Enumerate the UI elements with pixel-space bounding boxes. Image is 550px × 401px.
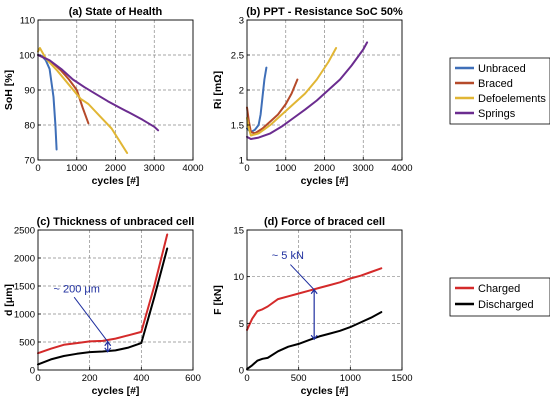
series-line-charged	[37, 233, 169, 355]
series-line-charged	[246, 267, 383, 331]
x-axis-label: cycles [#]	[301, 175, 349, 187]
x-tick-label: 0	[244, 163, 249, 174]
y-tick-label: 0	[30, 366, 35, 377]
y-tick-label: 100	[19, 51, 35, 62]
y-axis-label: Ri [mΩ]	[212, 71, 224, 109]
legend-label: Defoelements	[478, 93, 546, 105]
chart-title: (b) PPT - Resistance SoC 50%	[246, 6, 403, 18]
y-tick-label: 500	[19, 338, 35, 349]
x-tick-label: 0	[35, 163, 40, 174]
series-line-braced	[246, 78, 299, 135]
x-tick-label: 3000	[353, 163, 374, 174]
annotation-label: ~ 5 kN	[272, 250, 304, 262]
legend-0: Unbraced Braced Defoelements Springs	[449, 57, 550, 125]
y-tick-label: 70	[24, 156, 35, 167]
x-tick-label: 4000	[182, 163, 203, 174]
y-tick-label: 90	[24, 86, 35, 97]
chart-title: (c) Thickness of unbraced cell	[37, 216, 195, 228]
x-tick-label: 0	[244, 373, 249, 384]
series-line-discharged	[246, 311, 383, 371]
series-line-braced	[37, 54, 90, 125]
chart-panel-2: 0 200 400 600 0 500 1000 1500 2000 2500(c) Thickn…	[3, 216, 201, 397]
series-line-defoelements	[37, 47, 129, 154]
y-tick-label: 1000	[14, 310, 35, 321]
y-tick-label: 5	[239, 319, 244, 330]
series-line-discharged	[37, 247, 169, 366]
legend-box	[449, 277, 550, 317]
chart-title: (a) State of Health	[69, 6, 163, 18]
x-tick-label: 0	[35, 373, 40, 384]
chart-title: (d) Force of braced cell	[264, 216, 385, 228]
x-tick-label: 2000	[105, 163, 126, 174]
legend-label: Unbraced	[478, 63, 526, 75]
series-line-springs	[246, 41, 369, 140]
series-line-defoelements	[246, 47, 338, 137]
x-tick-label: 1500	[391, 373, 412, 384]
legend-label: Springs	[478, 108, 516, 120]
x-tick-label: 200	[82, 373, 98, 384]
x-axis-label: cycles [#]	[92, 385, 140, 397]
y-tick-label: 15	[233, 226, 244, 237]
y-tick-label: 2.5	[231, 51, 244, 62]
y-tick-label: 1	[239, 156, 244, 167]
x-tick-label: 1000	[275, 163, 296, 174]
y-tick-label: 1500	[14, 282, 35, 293]
y-tick-label: 0	[239, 366, 244, 377]
annotation-label: ~ 200 μm	[54, 284, 100, 296]
chart-panel-0: 0 1000 2000 3000 4000 70 80 90 100 110 (a) State o…	[3, 6, 204, 187]
y-axis-label: SoH [%]	[3, 70, 15, 110]
x-tick-label: 500	[291, 373, 307, 384]
annotation-leader	[290, 264, 315, 291]
legend-label: Braced	[478, 78, 513, 90]
x-tick-label: 2000	[314, 163, 335, 174]
y-tick-label: 2	[239, 86, 244, 97]
y-tick-label: 2500	[14, 226, 35, 237]
legend-1: Charged Discharged	[449, 277, 550, 317]
x-tick-label: 600	[185, 373, 201, 384]
x-axis-label: cycles [#]	[301, 385, 349, 397]
series-line-springs	[37, 54, 160, 132]
plot-frame	[37, 229, 194, 371]
legend-label: Discharged	[478, 299, 534, 311]
y-tick-label: 2000	[14, 254, 35, 265]
x-tick-label: 4000	[391, 163, 412, 174]
y-axis-label: d [μm]	[3, 284, 15, 316]
y-axis-label: F [kN]	[212, 285, 224, 315]
y-tick-label: 80	[24, 121, 35, 132]
y-tick-label: 110	[20, 16, 35, 27]
x-tick-label: 3000	[144, 163, 165, 174]
legend-label: Charged	[478, 283, 520, 295]
annotation-leader	[73, 296, 109, 343]
chart-panel-3: 0 500 1000 1500 0 5 10 15 (d) Force of braced ce…	[212, 216, 413, 397]
x-tick-label: 1000	[66, 163, 87, 174]
y-tick-label: 1.5	[231, 121, 244, 132]
x-tick-label: 1000	[340, 373, 361, 384]
y-tick-label: 3	[239, 16, 244, 27]
x-tick-label: 400	[133, 373, 149, 384]
y-tick-label: 10	[233, 272, 244, 283]
plot-frame	[246, 229, 403, 371]
series-line-unbraced	[37, 54, 58, 151]
chart-panel-1: 0 1000 2000 3000 4000 1 1.5 2 2.5 3(b) PPT - Resi…	[212, 6, 413, 187]
x-axis-label: cycles [#]	[92, 175, 140, 187]
